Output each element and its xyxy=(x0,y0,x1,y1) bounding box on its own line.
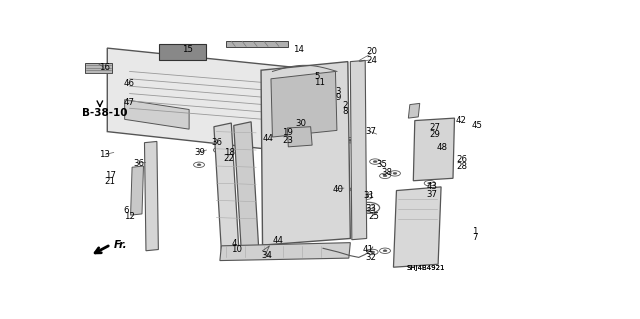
Polygon shape xyxy=(394,187,441,267)
Text: 29: 29 xyxy=(429,130,440,138)
Polygon shape xyxy=(145,141,158,251)
Text: 18: 18 xyxy=(224,148,235,157)
Text: 37: 37 xyxy=(426,190,437,199)
Text: 41: 41 xyxy=(363,245,374,254)
Polygon shape xyxy=(108,48,298,152)
Text: 43: 43 xyxy=(426,182,437,191)
Text: 31: 31 xyxy=(364,191,374,200)
Text: 44: 44 xyxy=(273,236,284,245)
Polygon shape xyxy=(220,243,350,261)
Circle shape xyxy=(336,158,340,160)
Circle shape xyxy=(217,149,221,151)
Text: 22: 22 xyxy=(224,154,235,163)
Circle shape xyxy=(365,196,369,198)
Text: 38: 38 xyxy=(381,168,392,177)
Circle shape xyxy=(344,188,348,190)
Text: SHJ4B4921: SHJ4B4921 xyxy=(406,265,445,271)
Polygon shape xyxy=(214,123,239,251)
Polygon shape xyxy=(131,166,143,215)
Text: 19: 19 xyxy=(282,128,293,137)
Text: 35: 35 xyxy=(376,160,388,169)
Polygon shape xyxy=(85,63,112,73)
Text: 37: 37 xyxy=(365,127,376,136)
Text: 48: 48 xyxy=(436,143,447,152)
Circle shape xyxy=(393,172,397,174)
Text: 36: 36 xyxy=(211,138,223,147)
Text: 23: 23 xyxy=(282,136,293,145)
Text: 21: 21 xyxy=(105,177,116,187)
Circle shape xyxy=(371,251,374,253)
Text: 28: 28 xyxy=(456,161,467,171)
Text: 16: 16 xyxy=(99,63,110,72)
Text: 27: 27 xyxy=(429,123,441,132)
Text: 45: 45 xyxy=(472,121,483,130)
Text: 3: 3 xyxy=(335,86,341,96)
Text: 26: 26 xyxy=(456,155,467,164)
Polygon shape xyxy=(125,100,189,129)
Text: 2: 2 xyxy=(342,101,348,110)
Text: 8: 8 xyxy=(342,108,348,116)
Text: 36: 36 xyxy=(134,159,145,168)
Polygon shape xyxy=(287,127,312,147)
Text: 7: 7 xyxy=(472,233,477,242)
Text: 13: 13 xyxy=(99,151,110,160)
Text: 30: 30 xyxy=(296,119,307,128)
Circle shape xyxy=(197,164,201,166)
Text: 6: 6 xyxy=(124,206,129,215)
Text: 9: 9 xyxy=(335,93,341,102)
Circle shape xyxy=(246,120,251,122)
Text: 44: 44 xyxy=(262,135,273,144)
Circle shape xyxy=(420,171,424,173)
Circle shape xyxy=(348,139,352,141)
Text: 11: 11 xyxy=(314,78,325,87)
Polygon shape xyxy=(350,60,367,240)
Text: SHJ4B4921: SHJ4B4921 xyxy=(406,265,445,271)
Text: 40: 40 xyxy=(333,185,344,194)
Polygon shape xyxy=(413,118,454,181)
Circle shape xyxy=(373,160,377,163)
Text: 14: 14 xyxy=(293,45,304,54)
Text: 33: 33 xyxy=(365,204,376,213)
Text: 39: 39 xyxy=(194,148,205,157)
Polygon shape xyxy=(159,44,207,60)
Polygon shape xyxy=(227,41,288,47)
Polygon shape xyxy=(408,103,420,118)
Circle shape xyxy=(124,83,128,85)
Circle shape xyxy=(200,133,204,135)
Text: 25: 25 xyxy=(369,212,380,221)
Text: 1: 1 xyxy=(472,226,477,236)
Text: 17: 17 xyxy=(105,171,116,180)
Circle shape xyxy=(264,137,268,139)
Text: 20: 20 xyxy=(367,47,378,56)
Polygon shape xyxy=(271,71,337,137)
Circle shape xyxy=(430,189,434,191)
Text: 47: 47 xyxy=(124,98,134,107)
Text: 42: 42 xyxy=(456,116,467,125)
Circle shape xyxy=(127,101,131,103)
Text: 34: 34 xyxy=(261,251,272,260)
Polygon shape xyxy=(261,62,350,245)
Text: 12: 12 xyxy=(124,212,134,221)
Circle shape xyxy=(367,210,371,212)
Circle shape xyxy=(383,175,387,177)
Polygon shape xyxy=(167,46,202,57)
Circle shape xyxy=(383,250,387,252)
Text: 5: 5 xyxy=(314,72,319,81)
Text: Fr.: Fr. xyxy=(114,240,127,249)
Polygon shape xyxy=(234,122,259,249)
Text: 32: 32 xyxy=(365,253,376,262)
Text: 46: 46 xyxy=(124,79,134,88)
Text: 4: 4 xyxy=(231,239,237,248)
Circle shape xyxy=(428,182,431,184)
Text: B-38-10: B-38-10 xyxy=(83,108,128,118)
Text: 10: 10 xyxy=(231,245,243,254)
Text: 15: 15 xyxy=(182,45,193,54)
Text: 24: 24 xyxy=(367,56,378,65)
